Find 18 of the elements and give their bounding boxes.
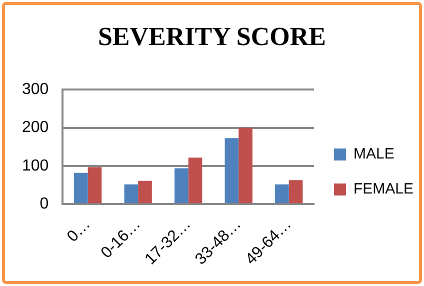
bar [238,128,252,204]
legend-label: FEMALE [354,180,414,198]
bar [224,138,239,204]
chart-title: SEVERITY SCORE [96,22,328,52]
bar [188,158,202,204]
bar [174,168,188,204]
y-tick-label: 0 [40,196,49,213]
bar [88,167,102,204]
bar [74,172,88,204]
bar [124,184,138,204]
y-tick-label: 300 [22,81,49,98]
y-tick-label: 200 [22,119,49,136]
x-tick-label: 0… [64,216,94,246]
bar [275,184,289,204]
bar [138,180,152,204]
legend-label: MALE [354,146,394,163]
bar [288,180,303,204]
y-tick-label: 100 [22,157,49,174]
